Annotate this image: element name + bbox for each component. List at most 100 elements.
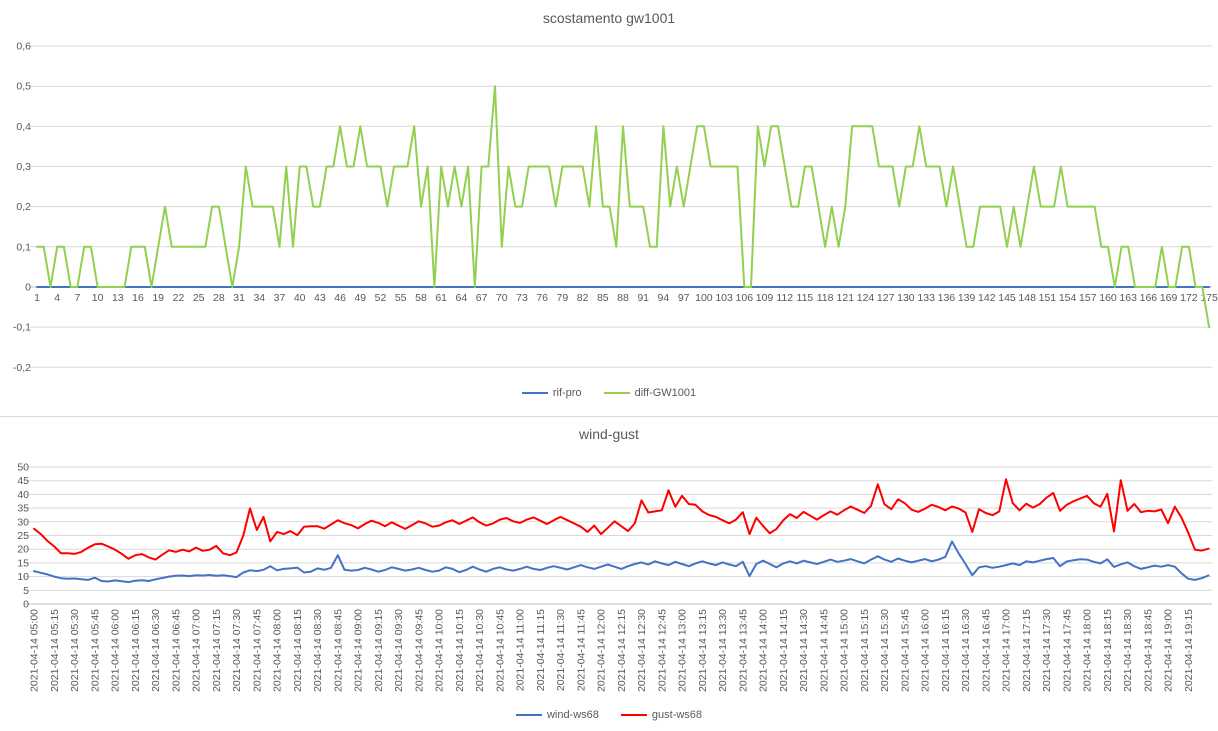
x-axis-tick-label: 2021-04-14 16:00 bbox=[920, 609, 932, 692]
y-axis-tick-label: -0,1 bbox=[13, 322, 31, 334]
x-axis-tick-label: 13 bbox=[112, 292, 124, 304]
x-axis-tick-label: 91 bbox=[637, 292, 649, 304]
x-axis-tick-label: 2021-04-14 08:15 bbox=[292, 609, 304, 692]
x-axis-tick-label: 2021-04-14 18:45 bbox=[1142, 609, 1154, 692]
x-axis-tick-label: 2021-04-14 11:30 bbox=[555, 609, 567, 691]
rif-pro-line-swatch-icon bbox=[521, 392, 548, 394]
x-axis-tick-label: 109 bbox=[756, 292, 774, 304]
y-axis-tick-label: 0,5 bbox=[16, 81, 31, 93]
x-axis-tick-label: 127 bbox=[877, 292, 895, 304]
x-axis-tick-label: 2021-04-14 17:15 bbox=[1021, 609, 1033, 692]
x-axis-tick-label: 40 bbox=[294, 292, 306, 304]
x-axis-tick-label: 58 bbox=[415, 292, 427, 304]
x-axis-tick-label: 2021-04-14 05:15 bbox=[49, 609, 61, 692]
bottom-chart-title[interactable]: wind-gust bbox=[579, 426, 639, 442]
y-axis-tick-label: 0,4 bbox=[16, 121, 31, 133]
x-axis-tick-label: 37 bbox=[274, 292, 286, 304]
x-axis-tick-label: 2021-04-14 15:30 bbox=[879, 609, 891, 692]
x-axis-tick-label: 2021-04-14 07:30 bbox=[231, 609, 243, 692]
legend-item-wind-ws68[interactable]: wind-ws68 bbox=[515, 709, 599, 721]
series-line-wind-ws68[interactable] bbox=[33, 540, 1210, 584]
series-line-gust-ws68[interactable] bbox=[33, 478, 1210, 561]
legend-item-gust-ws68[interactable]: gust-ws68 bbox=[620, 709, 702, 721]
x-axis-tick-label: 2021-04-14 06:15 bbox=[130, 609, 142, 692]
y-axis-tick-label: 25 bbox=[17, 530, 29, 542]
x-axis-tick-label: 2021-04-14 14:30 bbox=[798, 609, 810, 692]
x-axis-tick-label: 49 bbox=[354, 292, 366, 304]
x-axis-tick-label: 2021-04-14 09:00 bbox=[353, 609, 365, 692]
x-axis-tick-label: 2021-04-14 06:45 bbox=[170, 609, 182, 692]
y-axis-tick-label: 0,3 bbox=[16, 161, 31, 173]
x-axis-tick-label: 2021-04-14 07:15 bbox=[211, 609, 223, 692]
x-axis-tick-label: 70 bbox=[496, 292, 508, 304]
x-axis-tick-label: 2021-04-14 14:15 bbox=[778, 609, 790, 692]
x-axis-tick-label: 136 bbox=[938, 292, 956, 304]
top-chart-panel[interactable]: scostamento gw1001 0,6 0,5 0,4 0,3 0,2 0,1 0 -0… bbox=[0, 0, 1218, 417]
x-axis-tick-label: 61 bbox=[435, 292, 447, 304]
x-axis-tick-label: 2021-04-14 09:15 bbox=[373, 609, 385, 692]
x-axis-tick-label: 2021-04-14 16:45 bbox=[980, 609, 992, 692]
x-axis-tick-label: 19 bbox=[152, 292, 164, 304]
x-axis-tick-label: 124 bbox=[857, 292, 875, 304]
y-axis-tick-label: 0 bbox=[23, 599, 29, 611]
x-axis-tick-label: 2021-04-14 13:30 bbox=[717, 609, 729, 692]
x-axis-tick-label: 2021-04-14 15:45 bbox=[899, 609, 911, 692]
y-axis-tick-label: 5 bbox=[23, 585, 29, 597]
x-axis-tick-label: 2021-04-14 15:00 bbox=[839, 609, 851, 692]
x-axis-tick-label: 103 bbox=[715, 292, 733, 304]
x-axis-tick-label: 2021-04-14 16:30 bbox=[960, 609, 972, 692]
x-axis-tick-label: 169 bbox=[1160, 292, 1178, 304]
x-axis-tick-label: 43 bbox=[314, 292, 326, 304]
x-axis-tick-label: 2021-04-14 11:00 bbox=[515, 609, 527, 691]
x-axis-tick-label: 76 bbox=[536, 292, 548, 304]
x-axis-tick-label: 2021-04-14 15:15 bbox=[859, 609, 871, 692]
x-axis-tick-label: 142 bbox=[978, 292, 996, 304]
legend-item-diff-gw1001[interactable]: diff-GW1001 bbox=[603, 387, 696, 399]
legend-label: wind-ws68 bbox=[546, 709, 599, 721]
y-axis-tick-label: 35 bbox=[17, 503, 29, 515]
x-axis-tick-label: 2021-04-14 14:45 bbox=[818, 609, 830, 692]
x-axis-tick-label: 2021-04-14 10:15 bbox=[454, 609, 466, 692]
x-axis-tick-label: 46 bbox=[334, 292, 346, 304]
x-axis-tick-label: 34 bbox=[253, 292, 265, 304]
x-axis-tick-label: 2021-04-14 11:15 bbox=[535, 609, 547, 691]
x-axis-tick-label: 133 bbox=[917, 292, 935, 304]
x-axis-tick-label: 2021-04-14 17:00 bbox=[1001, 609, 1013, 692]
x-axis-tick-label: 7 bbox=[74, 292, 80, 304]
x-axis-tick-label: 2021-04-14 17:45 bbox=[1061, 609, 1073, 692]
x-axis-tick-label: 2021-04-14 10:45 bbox=[494, 609, 506, 692]
legend-item-rif-pro[interactable]: rif-pro bbox=[521, 387, 582, 399]
x-axis-tick-label: 67 bbox=[476, 292, 488, 304]
top-chart-canvas: 0,6 0,5 0,4 0,3 0,2 0,1 0 -0,1 -0,2 1 4 7 10 13 16 19 22… bbox=[13, 41, 1218, 374]
x-axis-tick-label: 145 bbox=[998, 292, 1016, 304]
x-axis-tick-label: 2021-04-14 07:45 bbox=[251, 609, 263, 692]
x-axis-tick-label: 64 bbox=[456, 292, 468, 304]
x-axis-tick-label: 2021-04-14 12:45 bbox=[656, 609, 668, 692]
x-axis-tick-label: 2021-04-14 08:00 bbox=[272, 609, 284, 692]
diff-gw1001-line-swatch-icon bbox=[603, 392, 630, 394]
x-axis-tick-label: 16 bbox=[132, 292, 144, 304]
y-axis-tick-label: -0,2 bbox=[13, 362, 31, 374]
x-axis-tick-label: 2021-04-14 08:45 bbox=[332, 609, 344, 692]
x-axis-tick-label: 2021-04-14 05:30 bbox=[69, 609, 81, 692]
x-axis-tick-label: 100 bbox=[695, 292, 713, 304]
x-axis-tick-label: 2021-04-14 13:00 bbox=[677, 609, 689, 692]
x-axis-tick-label: 118 bbox=[817, 292, 834, 304]
y-axis-tick-label: 40 bbox=[17, 489, 29, 501]
x-axis-tick-label: 172 bbox=[1180, 292, 1198, 304]
x-axis-tick-label: 2021-04-14 06:30 bbox=[150, 609, 162, 692]
x-axis-tick-label: 139 bbox=[958, 292, 976, 304]
bottom-chart-panel[interactable]: wind-gust 50 45 40 35 30 25 20 15 10 5 0 2021-04-14… bbox=[0, 417, 1218, 731]
x-axis-tick-label: 2021-04-14 05:45 bbox=[89, 609, 101, 692]
x-axis-tick-label: 2021-04-14 13:45 bbox=[737, 609, 749, 692]
series-line-diff-GW1001[interactable] bbox=[36, 85, 1211, 329]
x-axis-tick-label: 94 bbox=[658, 292, 670, 304]
x-axis-tick-label: 2021-04-14 12:30 bbox=[636, 609, 648, 692]
x-axis-tick-label: 22 bbox=[173, 292, 185, 304]
top-chart-title[interactable]: scostamento gw1001 bbox=[542, 10, 676, 26]
x-axis-tick-label: 1 bbox=[34, 292, 40, 304]
y-axis-tick-label: 0,1 bbox=[16, 241, 31, 253]
x-axis-tick-label: 160 bbox=[1099, 292, 1117, 304]
x-axis-tick-label: 154 bbox=[1059, 292, 1077, 304]
